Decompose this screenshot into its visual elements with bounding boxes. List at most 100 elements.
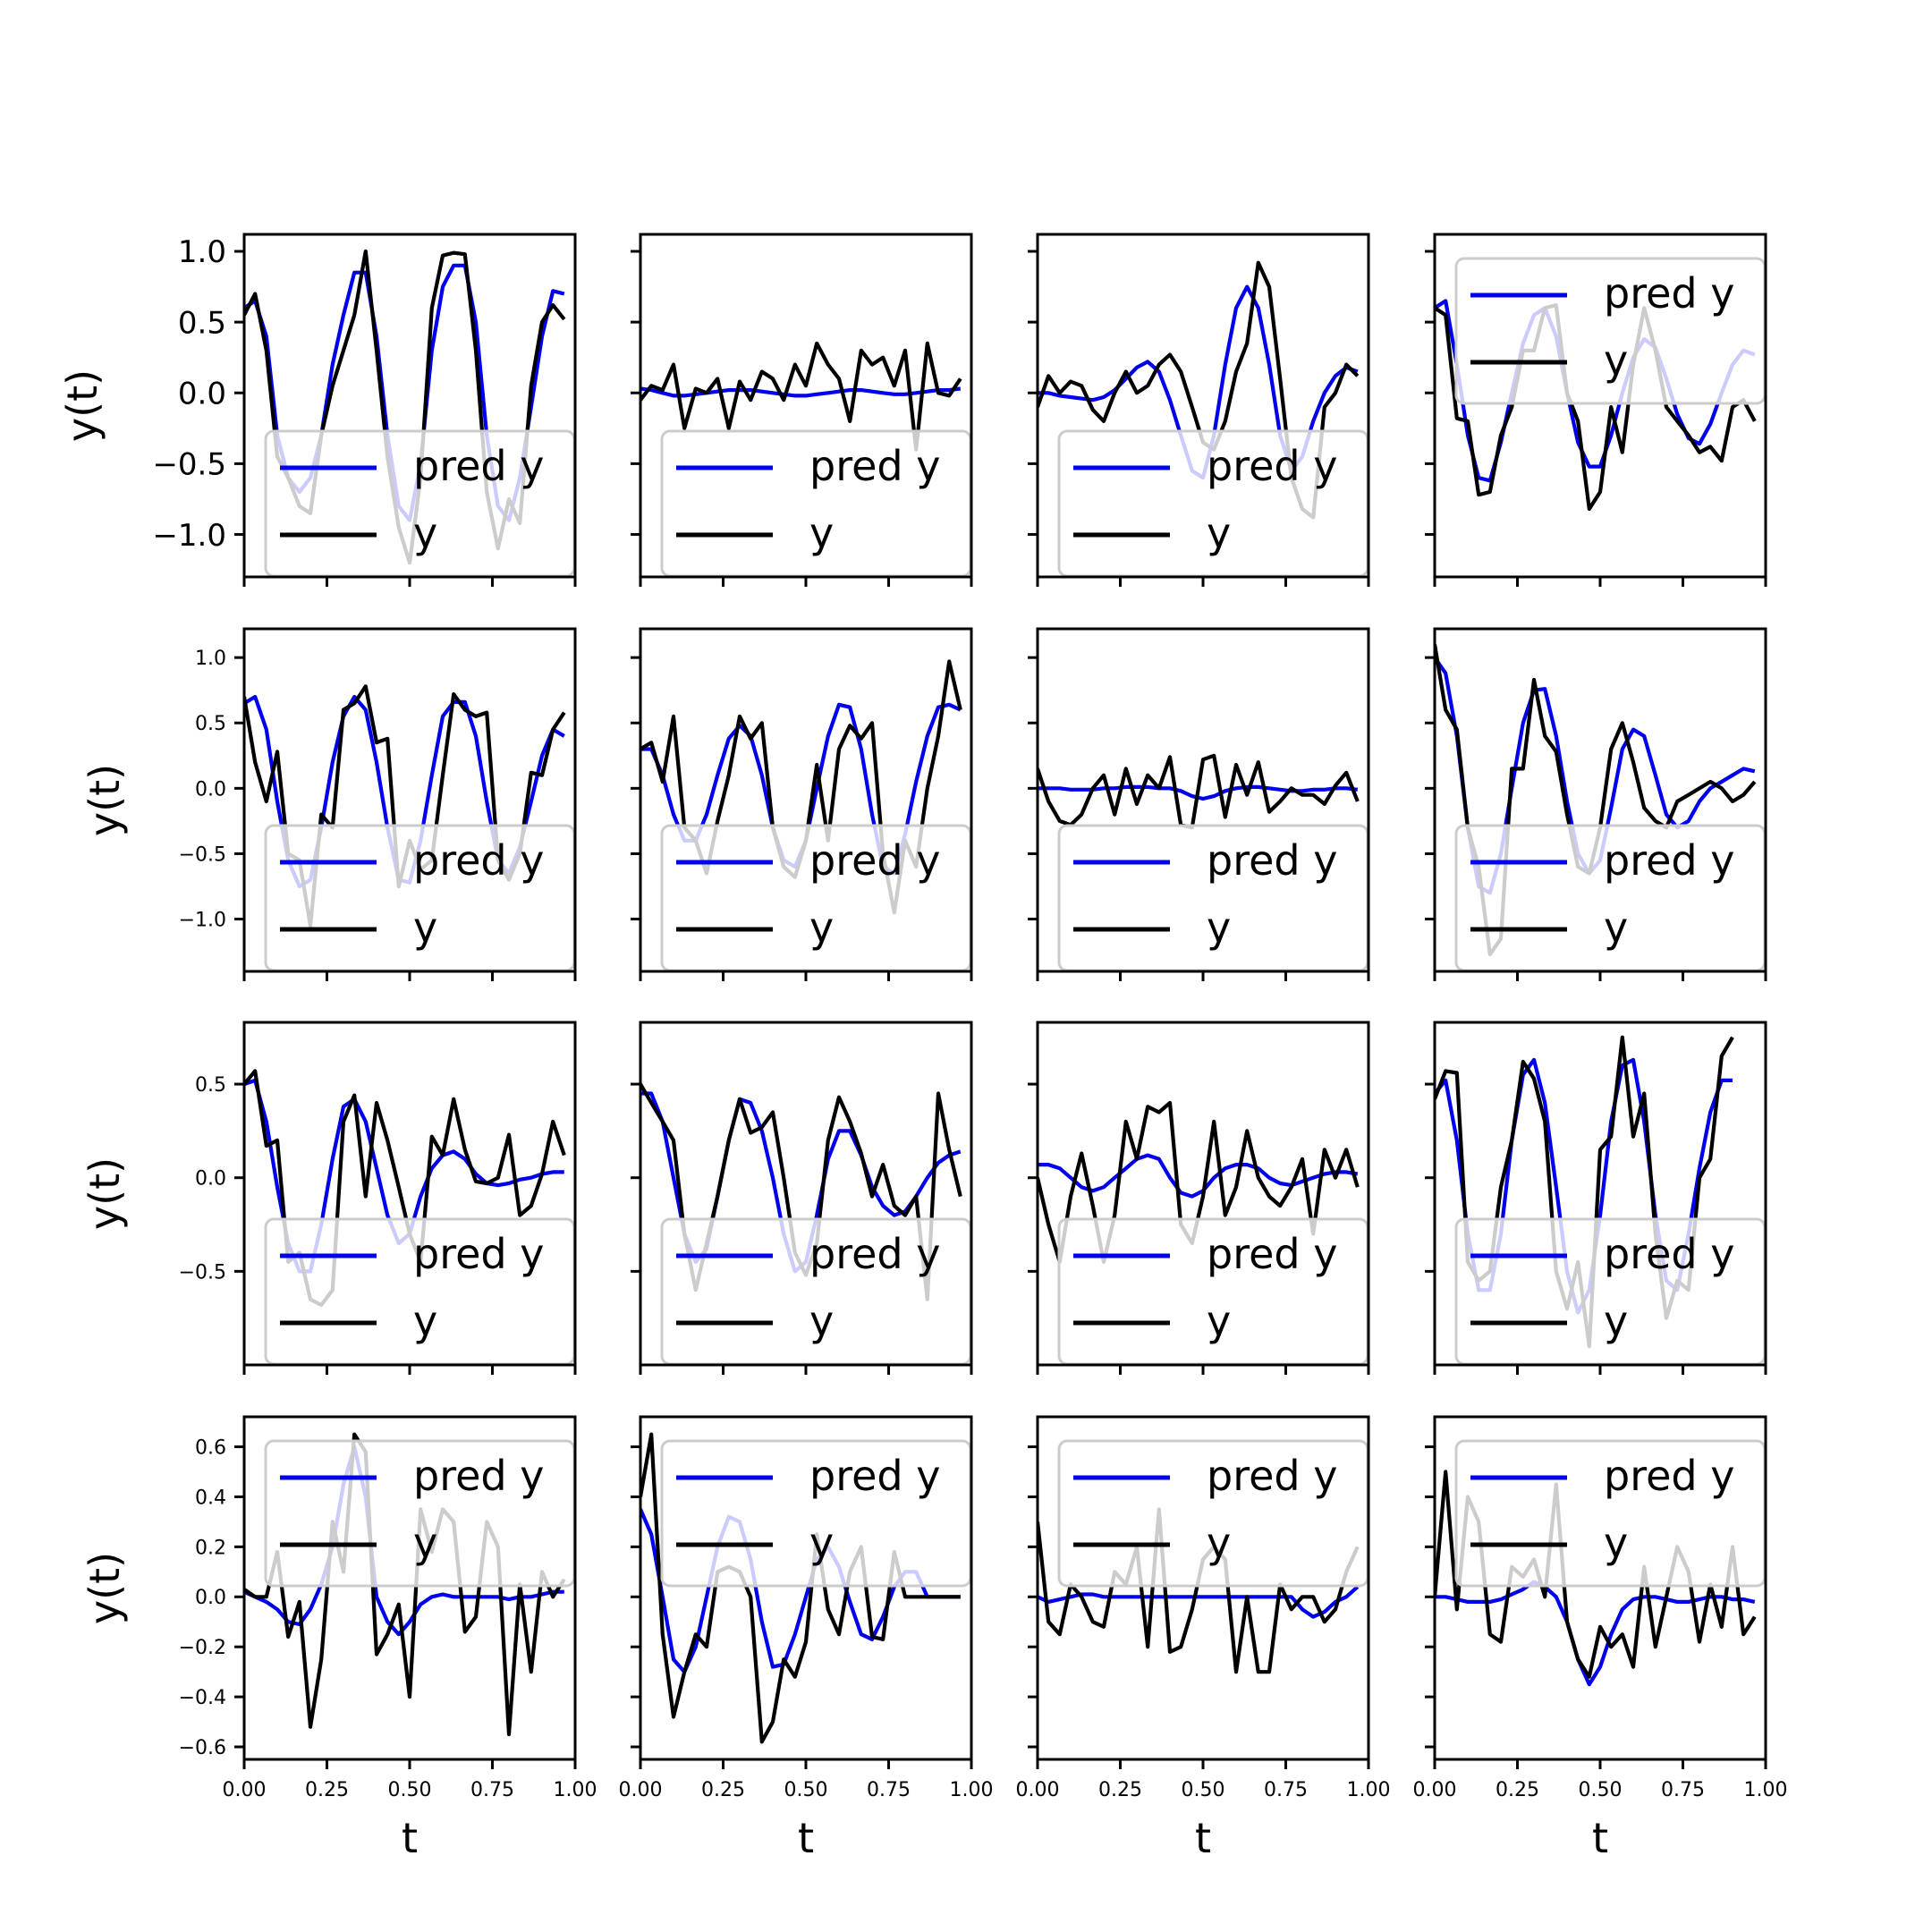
pred-y-line	[1038, 1585, 1360, 1619]
y-tick-label: −0.6	[179, 1737, 226, 1759]
subplot-1-1: pred y y	[631, 627, 973, 981]
legend-y-label: y	[413, 903, 437, 952]
legend: pred y y	[660, 824, 972, 972]
subplot-0-0: pred y y 1.0 0.5 0.0 −0.5 −1.0 y(t)	[58, 233, 577, 587]
legend-y-label: y	[1207, 1519, 1231, 1567]
x-axis-label: t	[1195, 1814, 1211, 1862]
y-tick-label: 0.0	[178, 376, 226, 411]
legend: pred y y	[660, 1217, 972, 1366]
legend-y-label: y	[1604, 1519, 1628, 1567]
x-tick-label: 0.50	[784, 1779, 828, 1801]
y-line	[640, 341, 962, 452]
subplot-2-2: pred y y	[1028, 1021, 1370, 1375]
legend-y-label: y	[1207, 1297, 1231, 1345]
x-tick-label: 0.50	[388, 1779, 432, 1801]
subplot-1-3: pred y y	[1425, 627, 1767, 981]
x-tick-label: 0.75	[470, 1779, 514, 1801]
legend-pred-label: pred y	[413, 836, 544, 885]
x-axis-label: t	[1592, 1814, 1608, 1862]
y-tick-label: −0.5	[179, 1261, 226, 1284]
subplot-3-1: pred y y 0.00 0.25 0.50 0.75 1.00 t	[619, 1415, 994, 1862]
x-tick-label: 1.00	[950, 1779, 994, 1801]
y-line	[640, 1432, 961, 1744]
legend-pred-label: pred y	[413, 442, 544, 490]
y-axis-label: y(t)	[80, 764, 129, 836]
y-tick-label: 1.0	[195, 648, 226, 670]
legend: pred y y	[660, 429, 972, 578]
y-tick-label: −0.2	[179, 1637, 226, 1659]
subplot-0-3: pred y y	[1425, 233, 1767, 587]
legend-pred-label: pred y	[1604, 836, 1734, 885]
y-tick-label: 0.5	[178, 305, 226, 341]
subplot-1-2: pred y y	[1028, 627, 1370, 981]
y-tick-label: 1.0	[178, 234, 226, 270]
legend-y-label: y	[1207, 509, 1231, 557]
legend-pred-label: pred y	[1207, 442, 1337, 490]
x-tick-label: 1.00	[554, 1779, 597, 1801]
legend-y-label: y	[413, 1519, 437, 1567]
subplot-0-2: pred y y	[1028, 233, 1370, 587]
y-tick-label: −0.5	[179, 843, 226, 866]
legend: pred y y	[1454, 1217, 1767, 1366]
y-tick-label: 0.0	[195, 1587, 226, 1609]
x-axis-label: t	[798, 1814, 814, 1862]
legend: pred y y	[264, 429, 576, 578]
legend-pred-label: pred y	[809, 442, 940, 490]
y-tick-label: −0.4	[179, 1687, 226, 1709]
legend-pred-label: pred y	[1604, 1452, 1734, 1500]
x-axis-label: t	[402, 1814, 418, 1862]
x-tick-label: 0.25	[1496, 1779, 1539, 1801]
y-axis-label: y(t)	[80, 1552, 129, 1624]
legend: pred y y	[264, 1439, 576, 1588]
legend-y-label: y	[809, 1519, 834, 1567]
subplot-1-0: pred y y 1.0 0.5 0.0 −0.5 −1.0 y(t)	[80, 627, 577, 981]
subplot-3-0: pred y y 0.00 0.25 0.50 0.75 1.00 t 0.6 0.4 0.2 0.0…	[80, 1415, 597, 1862]
subplot-3-2: pred y y 0.00 0.25 0.50 0.75 1.00 t	[1016, 1415, 1391, 1862]
pred-y-line	[1435, 299, 1756, 483]
subplot-0-1: pred y y	[631, 233, 973, 587]
legend: pred y y	[264, 824, 576, 972]
legend-y-label: y	[1604, 1297, 1628, 1345]
y-line	[244, 1432, 566, 1737]
y-line	[1038, 753, 1360, 830]
x-tick-label: 0.75	[1661, 1779, 1705, 1801]
x-tick-label: 0.00	[1413, 1779, 1457, 1801]
subplot-2-3: pred y y	[1425, 1021, 1767, 1375]
legend-y-label: y	[809, 903, 834, 952]
y-axis-label: y(t)	[80, 1157, 129, 1230]
legend-pred-label: pred y	[1207, 1452, 1337, 1500]
legend-y-label: y	[1604, 903, 1628, 952]
x-tick-label: 1.00	[1744, 1779, 1788, 1801]
subplot-2-1: pred y y	[631, 1021, 973, 1375]
x-tick-label: 0.25	[305, 1779, 349, 1801]
legend: pred y y	[1057, 1217, 1369, 1366]
legend-pred-label: pred y	[1604, 269, 1734, 318]
y-axis-label: y(t)	[58, 369, 106, 442]
legend-y-label: y	[809, 1297, 834, 1345]
y-tick-label: 0.4	[195, 1487, 226, 1509]
legend: pred y y	[1454, 257, 1767, 405]
legend-y-label: y	[809, 509, 834, 557]
legend-pred-label: pred y	[809, 1452, 940, 1500]
y-tick-label: 0.6	[195, 1436, 226, 1459]
legend-pred-label: pred y	[1207, 836, 1337, 885]
x-tick-label: 0.50	[1182, 1779, 1225, 1801]
y-line	[1435, 303, 1757, 512]
y-tick-label: 0.0	[195, 1168, 226, 1191]
y-tick-label: −1.0	[179, 909, 226, 931]
legend-y-label: y	[1207, 903, 1231, 952]
legend-pred-label: pred y	[809, 836, 940, 885]
legend: pred y y	[1057, 1439, 1369, 1588]
y-tick-label: 0.2	[195, 1537, 226, 1559]
x-tick-label: 1.00	[1347, 1779, 1391, 1801]
y-line	[1435, 1470, 1757, 1679]
y-tick-label: −0.5	[152, 447, 226, 483]
y-tick-label: 0.5	[195, 713, 226, 735]
legend-pred-label: pred y	[1604, 1230, 1734, 1278]
y-tick-label: −1.0	[152, 518, 226, 554]
legend: pred y y	[1057, 824, 1369, 972]
subplot-2-0: pred y y 0.5 0.0 −0.5 y(t)	[80, 1021, 577, 1375]
legend-pred-label: pred y	[413, 1452, 544, 1500]
x-tick-label: 0.75	[1264, 1779, 1308, 1801]
